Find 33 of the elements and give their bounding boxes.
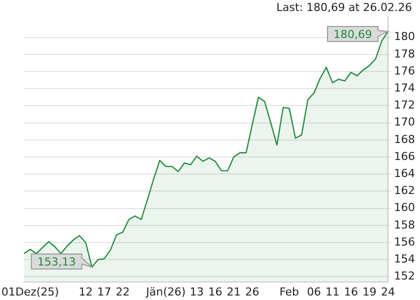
y-tick-label: 170	[394, 116, 416, 129]
x-tick-label: Feb	[280, 285, 300, 298]
x-tick-label: 22	[116, 285, 130, 298]
y-tick-label: 172	[394, 98, 416, 112]
y-tick-label: 166	[394, 150, 416, 163]
x-tick-label: 01Dez(25)	[1, 285, 59, 298]
y-tick-label: 180	[394, 30, 416, 44]
y-tick-label: 176	[394, 64, 416, 78]
x-tick-label: 16	[208, 285, 222, 298]
x-tick-label: 17	[97, 285, 112, 298]
x-tick-label: Jän(26)	[145, 285, 186, 298]
x-tick-label: 13	[190, 285, 204, 298]
y-tick-label: 160	[394, 201, 416, 214]
y-tick-label: 158	[394, 218, 416, 232]
x-tick-label: 19	[362, 285, 376, 298]
y-tick-label: 168	[394, 132, 416, 146]
text: Last: 180,69 at 26.02.26	[276, 0, 412, 14]
x-tick-label: 26	[245, 285, 260, 298]
y-tick-label: 154	[394, 252, 416, 266]
x-tick-label: 16	[344, 285, 358, 298]
x-tick-label: 24	[381, 285, 396, 298]
x-tick-label: 06	[306, 285, 321, 298]
y-tick-label: 162	[394, 184, 416, 198]
x-tick-label: 21	[226, 285, 241, 298]
y-tick-label: 178	[394, 47, 416, 60]
x-tick-label: 11	[325, 285, 340, 298]
y-tick-label: 174	[394, 82, 416, 95]
annotation: 180,69	[334, 28, 372, 41]
y-tick-label: 156	[394, 235, 416, 248]
annotation: 153,13	[37, 255, 76, 268]
x-tick-label: 12	[78, 285, 93, 298]
y-tick-label: 164	[394, 166, 416, 180]
y-tick-label: 152	[394, 270, 416, 283]
